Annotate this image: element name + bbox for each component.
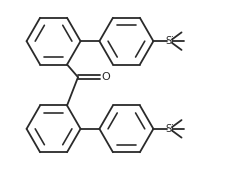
Text: O: O <box>101 72 110 82</box>
Text: Si: Si <box>164 36 173 46</box>
Text: Si: Si <box>164 124 173 134</box>
